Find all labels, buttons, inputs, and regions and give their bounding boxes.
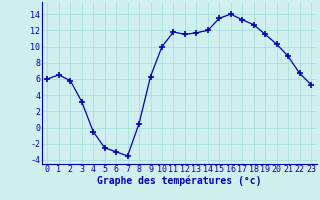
X-axis label: Graphe des températures (°c): Graphe des températures (°c)	[97, 176, 261, 186]
